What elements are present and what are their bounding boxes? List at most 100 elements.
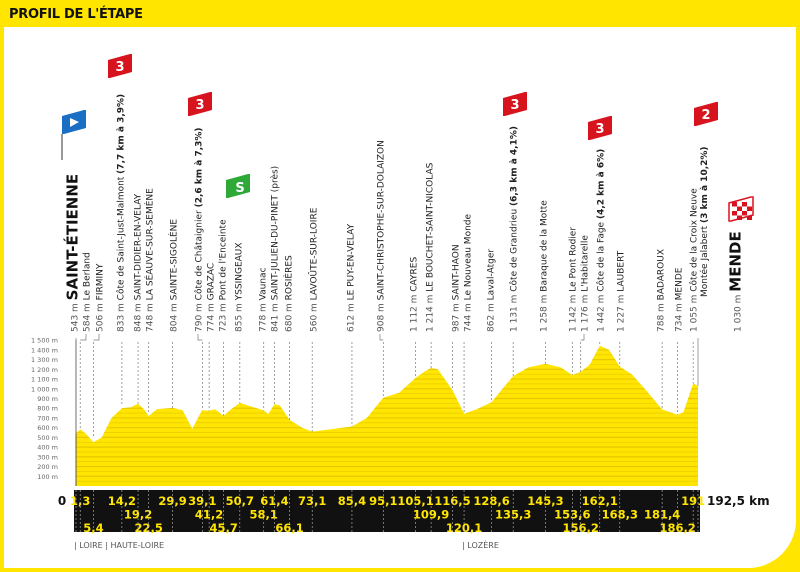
waypoint-name: SAINT-HAON <box>452 244 462 300</box>
checker-square <box>747 206 752 211</box>
waypoint-label: 804 m SAINTE-SIGOLÈNE <box>168 219 180 332</box>
waypoint-altitude: 790 m <box>195 300 205 332</box>
waypoint-altitude: 1 142 m <box>569 292 579 332</box>
waypoint-altitude: 1 227 m <box>617 292 627 332</box>
waypoint-altitude: 908 m <box>377 300 387 332</box>
y-tick-label: 1 500 m <box>31 337 58 345</box>
waypoint-name: CAYRES <box>410 257 420 292</box>
climb-stats: (2,6 km à 7,3%) <box>195 127 205 207</box>
waypoint-altitude: 506 m <box>96 300 106 332</box>
waypoint-label: 987 m SAINT-HAON <box>452 244 462 332</box>
y-tick-label: 300 m <box>37 453 58 461</box>
waypoint-label: 790 m Côte de Châtaignier (2,6 km à 7,3%… <box>194 127 205 332</box>
waypoint-label: 612 m LE PUY-EN-VELAY <box>347 223 357 332</box>
climb-category-flag-icon: 3 <box>503 92 527 116</box>
waypoint-connector <box>80 334 87 341</box>
waypoint-label: 506 m FIRMINY <box>96 263 106 332</box>
checker-square <box>742 211 747 216</box>
waypoint-altitude: 680 m <box>285 300 295 332</box>
waypoint-label: 680 m ROSIÈRES <box>283 255 295 332</box>
waypoint-label: 1 176 m L'Habitarelle <box>581 235 591 332</box>
waypoint-altitude: 1 055 m <box>690 292 700 332</box>
checker-square <box>737 206 742 211</box>
waypoint-label: 543 m SAINT-ÉTIENNE <box>63 174 82 332</box>
y-tick-label: 800 m <box>37 405 58 413</box>
waypoint-altitude: 1 176 m <box>581 292 591 332</box>
waypoint-name: GRAZAC <box>207 263 217 300</box>
waypoint-name: Montée Jalabert <box>699 223 710 297</box>
waypoint-label: 774 m GRAZAC <box>207 263 217 332</box>
km-label: 61,4 <box>260 494 288 508</box>
km-label: 85,4 <box>338 494 366 508</box>
region-label: | LOZÈRE <box>462 539 499 550</box>
waypoint-label: 748 m LA SÉAUVE-SUR-SEMÈNE <box>144 188 156 332</box>
km-label: 116,5 <box>434 494 470 508</box>
y-tick-label: 400 m <box>37 444 58 452</box>
waypoint-altitude: 1 442 m <box>597 292 607 332</box>
waypoint-altitude: 778 m <box>259 300 269 332</box>
waypoint-label: 1 055 m Côte de la Croix Neuve <box>689 188 700 332</box>
sprint-flag-icon: S <box>226 174 250 198</box>
waypoint-altitude: 1 112 m <box>410 292 420 332</box>
flag-shape <box>226 174 250 198</box>
y-tick-label: 900 m <box>37 395 58 403</box>
waypoint-connector <box>197 334 203 341</box>
waypoint-altitude: 833 m <box>117 300 127 332</box>
waypoint-name: Côte de la Fage <box>596 219 607 292</box>
waypoint-name: MENDE <box>727 231 745 291</box>
km-label: 29,9 <box>158 494 186 508</box>
y-tick-label: 1 200 m <box>31 366 58 374</box>
waypoint-altitude: 1 030 m <box>734 292 744 332</box>
flag-shape <box>108 54 132 78</box>
waypoint-name: SAINT-JULIEN-DU-PINET (près) <box>270 166 281 301</box>
y-tick-label: 100 m <box>37 473 58 481</box>
region-label: | LOIRE | HAUTE-LOIRE <box>74 541 164 550</box>
climb-category-flag-icon: 3 <box>188 92 212 116</box>
waypoint-altitude: 734 m <box>675 300 685 332</box>
waypoint-label: 584 m Le Berland <box>83 252 93 332</box>
km-label: 162,1 <box>582 494 618 508</box>
play-triangle-icon <box>70 118 79 127</box>
climb-stats: (3 km à 10,2%) <box>700 146 710 223</box>
y-tick-label: 1 000 m <box>31 385 58 393</box>
waypoint-name: Pont de l'Enceinte <box>219 219 229 300</box>
y-tick-label: 200 m <box>37 463 58 471</box>
waypoint-label: 908 m SAINT-CHRISTOPHE-SUR-DOLAIZON <box>377 140 387 332</box>
climb-category-label: 3 <box>595 122 604 137</box>
waypoint-altitude: 748 m <box>146 300 156 332</box>
checker-square <box>742 202 747 207</box>
flag-shape <box>694 102 718 126</box>
climb-category-label: 2 <box>701 108 710 123</box>
waypoint-altitude: 841 m <box>271 300 281 332</box>
flag-shape <box>588 116 612 140</box>
waypoint-label: 734 m MENDE <box>675 267 685 332</box>
waypoint-name: ROSIÈRES <box>283 255 295 300</box>
waypoint-name: LAUBERT <box>617 250 627 291</box>
waypoint-name: LE PUY-EN-VELAY <box>347 223 357 300</box>
climb-category-flag-icon: 3 <box>588 116 612 140</box>
waypoint-name: Le Pont Rodier <box>569 227 579 292</box>
climb-category-label: 3 <box>510 98 519 113</box>
waypoint-name: BADAROUX <box>657 249 667 300</box>
waypoint-label-line2: Montée Jalabert (3 km à 10,2%) <box>699 146 710 297</box>
km-label: 95,1 <box>369 494 397 508</box>
y-tick-label: 1 400 m <box>31 346 58 354</box>
waypoint-name: Le Nouveau Monde <box>464 213 474 300</box>
waypoint-name: LAVOÛTE-SUR-LOIRE <box>308 207 320 300</box>
waypoint-altitude: 584 m <box>83 300 93 332</box>
climb-category-flag-icon: 2 <box>694 102 718 126</box>
km-label: 39,1 <box>188 494 216 508</box>
waypoint-label: 855 m YSSINGEAUX <box>235 242 245 332</box>
waypoint-name: Baraque de la Motte <box>540 200 550 292</box>
sprint-label: S <box>235 181 244 196</box>
km-label: 50,7 <box>226 494 254 508</box>
waypoint-altitude: 855 m <box>235 300 245 332</box>
km-end-label: 192,5 km <box>707 494 770 508</box>
waypoint-label: 833 m Côte de Saint-Just-Malmont (7,7 km… <box>116 94 127 332</box>
km-label: 105,1 <box>397 494 433 508</box>
y-tick-label: 1 300 m <box>31 356 58 364</box>
waypoint-label: 1 214 m LE BOUCHET-SAINT-NICOLAS <box>426 162 436 332</box>
climb-category-flag-icon: 3 <box>108 54 132 78</box>
waypoint-name: Laval-Atger <box>487 249 497 301</box>
